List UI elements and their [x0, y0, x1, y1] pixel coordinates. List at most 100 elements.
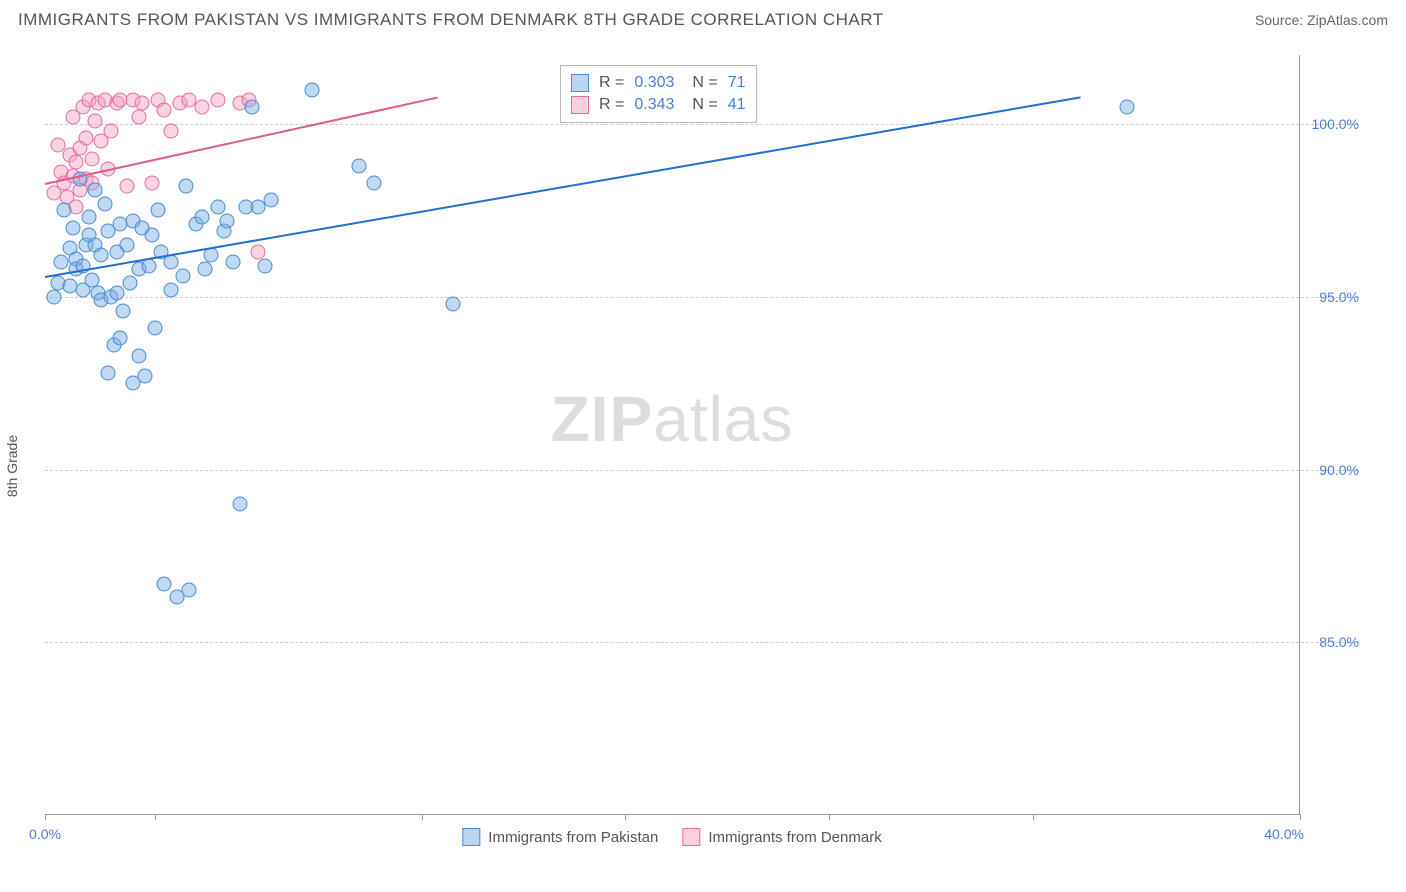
scatter-point-pakistan — [226, 255, 241, 270]
scatter-point-pakistan — [204, 248, 219, 263]
scatter-point-denmark — [88, 113, 103, 128]
scatter-point-denmark — [78, 130, 93, 145]
scatter-point-pakistan — [116, 303, 131, 318]
scatter-point-denmark — [251, 244, 266, 259]
gridline — [45, 297, 1359, 298]
chart-title: IMMIGRANTS FROM PAKISTAN VS IMMIGRANTS F… — [18, 10, 884, 30]
scatter-point-denmark — [69, 155, 84, 170]
scatter-point-pakistan — [263, 193, 278, 208]
y-axis-label: 8th Grade — [4, 435, 20, 497]
x-tick — [625, 814, 626, 820]
scatter-point-pakistan — [198, 262, 213, 277]
scatter-point-denmark — [119, 179, 134, 194]
scatter-point-pakistan — [66, 220, 81, 235]
gridline — [45, 642, 1359, 643]
scatter-point-pakistan — [179, 179, 194, 194]
legend-item-pakistan: Immigrants from Pakistan — [462, 828, 658, 846]
scatter-point-pakistan — [119, 238, 134, 253]
scatter-point-pakistan — [445, 296, 460, 311]
scatter-point-denmark — [85, 151, 100, 166]
scatter-point-pakistan — [182, 583, 197, 598]
scatter-point-pakistan — [257, 258, 272, 273]
legend-stat-row-denmark: R = 0.343 N = 41 — [571, 94, 746, 116]
scatter-point-pakistan — [47, 289, 62, 304]
r-label: R = — [599, 74, 624, 92]
legend-label-pakistan: Immigrants from Pakistan — [488, 829, 658, 846]
r-value-pakistan: 0.303 — [634, 74, 674, 92]
source-link[interactable]: ZipAtlas.com — [1307, 12, 1388, 28]
x-tick — [1300, 814, 1301, 820]
scatter-point-denmark — [163, 124, 178, 139]
scatter-point-pakistan — [150, 203, 165, 218]
x-max-label: 40.0% — [1264, 826, 1304, 842]
scatter-point-pakistan — [85, 272, 100, 287]
scatter-plot-area: ZIPatlas 85.0%90.0%95.0%100.0%0.0%40.0%R… — [45, 55, 1300, 815]
scatter-point-pakistan — [56, 203, 71, 218]
legend-swatch-denmark — [571, 96, 589, 114]
scatter-point-denmark — [194, 99, 209, 114]
scatter-point-pakistan — [100, 365, 115, 380]
y-tick-label: 95.0% — [1304, 289, 1359, 305]
scatter-point-pakistan — [94, 248, 109, 263]
scatter-point-pakistan — [1120, 99, 1135, 114]
x-tick — [45, 814, 46, 820]
y-tick-label: 100.0% — [1304, 116, 1359, 132]
n-label: N = — [692, 96, 717, 114]
scatter-point-denmark — [210, 92, 225, 107]
scatter-point-pakistan — [163, 282, 178, 297]
scatter-point-pakistan — [122, 276, 137, 291]
scatter-point-denmark — [132, 110, 147, 125]
y-tick-label: 90.0% — [1304, 462, 1359, 478]
scatter-point-pakistan — [367, 175, 382, 190]
scatter-point-pakistan — [81, 210, 96, 225]
legend-label-denmark: Immigrants from Denmark — [708, 829, 881, 846]
scatter-point-pakistan — [304, 82, 319, 97]
r-label: R = — [599, 96, 624, 114]
x-tick — [1033, 814, 1034, 820]
scatter-point-denmark — [69, 200, 84, 215]
source-attribution: Source: ZipAtlas.com — [1255, 12, 1388, 28]
legend-stat-row-pakistan: R = 0.303 N = 71 — [571, 72, 746, 94]
scatter-point-pakistan — [113, 331, 128, 346]
n-value-pakistan: 71 — [728, 74, 746, 92]
scatter-point-pakistan — [157, 576, 172, 591]
gridline — [45, 124, 1359, 125]
scatter-point-pakistan — [110, 286, 125, 301]
y-tick-label: 85.0% — [1304, 634, 1359, 650]
watermark: ZIPatlas — [551, 382, 794, 456]
scatter-point-pakistan — [132, 348, 147, 363]
scatter-point-pakistan — [88, 182, 103, 197]
source-label: Source: — [1255, 12, 1307, 28]
scatter-point-pakistan — [53, 255, 68, 270]
n-label: N = — [692, 74, 717, 92]
scatter-point-pakistan — [245, 99, 260, 114]
n-value-denmark: 41 — [728, 96, 746, 114]
scatter-point-denmark — [50, 137, 65, 152]
scatter-point-denmark — [103, 124, 118, 139]
x-tick — [829, 814, 830, 820]
x-tick — [155, 814, 156, 820]
scatter-point-pakistan — [138, 369, 153, 384]
legend-stats-box: R = 0.303 N = 71 R = 0.343 N = 41 — [560, 65, 757, 123]
legend-item-denmark: Immigrants from Denmark — [682, 828, 881, 846]
scatter-point-pakistan — [232, 497, 247, 512]
x-axis-legend: Immigrants from Pakistan Immigrants from … — [462, 828, 881, 846]
scatter-point-denmark — [157, 103, 172, 118]
scatter-point-pakistan — [194, 210, 209, 225]
legend-swatch-pakistan — [462, 828, 480, 846]
scatter-point-denmark — [144, 175, 159, 190]
scatter-point-pakistan — [147, 320, 162, 335]
x-min-label: 0.0% — [29, 826, 61, 842]
scatter-point-denmark — [135, 96, 150, 111]
scatter-point-pakistan — [219, 213, 234, 228]
scatter-point-pakistan — [351, 158, 366, 173]
r-value-denmark: 0.343 — [634, 96, 674, 114]
scatter-point-pakistan — [210, 200, 225, 215]
scatter-point-pakistan — [97, 196, 112, 211]
scatter-point-pakistan — [144, 227, 159, 242]
legend-swatch-pakistan — [571, 74, 589, 92]
gridline — [45, 470, 1359, 471]
x-tick — [422, 814, 423, 820]
scatter-point-pakistan — [176, 269, 191, 284]
legend-swatch-denmark — [682, 828, 700, 846]
